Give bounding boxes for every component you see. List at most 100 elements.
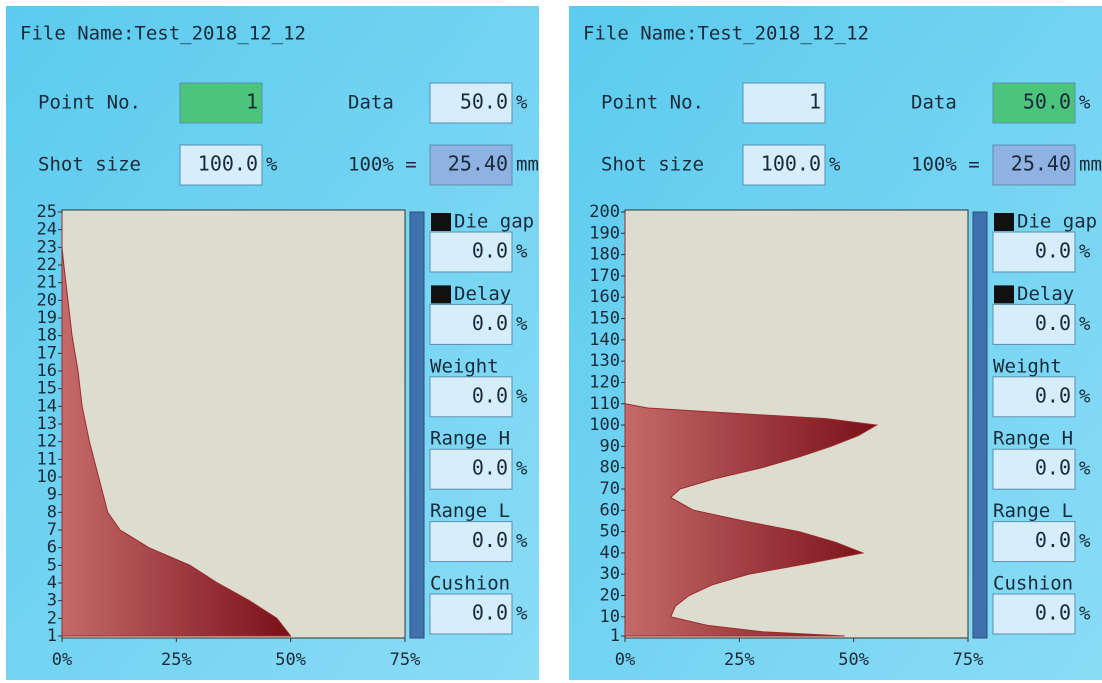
side-unit: % xyxy=(1079,241,1091,263)
y-tick-label: 110 xyxy=(589,394,620,414)
x-tick-label: 50% xyxy=(838,650,869,670)
y-tick-label: 14 xyxy=(37,396,57,416)
y-tick-label: 15 xyxy=(37,379,57,399)
field-label: Shot size xyxy=(38,154,141,176)
y-tick-label: 10 xyxy=(600,607,620,627)
y-tick-label: 190 xyxy=(589,223,620,243)
y-tick-label: 7 xyxy=(47,520,57,540)
y-tick-label: 180 xyxy=(589,245,620,265)
y-tick-label: 60 xyxy=(600,500,620,520)
side-unit: % xyxy=(516,385,528,407)
y-tick-label: 9 xyxy=(47,485,57,505)
field-value: 25.40 xyxy=(448,152,508,176)
marker-square xyxy=(431,213,451,231)
field-label: 100% = xyxy=(911,154,980,176)
field-label: Shot size xyxy=(601,154,704,176)
y-tick-label: 4 xyxy=(47,573,57,593)
field-box xyxy=(179,82,263,124)
side-unit: % xyxy=(1079,458,1091,480)
field-unit: mm xyxy=(516,154,539,176)
field-label: Point No. xyxy=(38,92,141,114)
y-tick-label: 23 xyxy=(37,237,57,257)
field-box xyxy=(179,144,263,186)
side-box xyxy=(429,521,513,563)
field-unit: % xyxy=(266,154,278,176)
side-box xyxy=(992,376,1076,418)
field-box xyxy=(742,144,826,186)
y-tick-label: 70 xyxy=(600,479,620,499)
side-unit: % xyxy=(516,603,528,625)
side-value: 0.0 xyxy=(1035,311,1071,335)
y-tick-label: 20 xyxy=(600,586,620,606)
x-tick-label: 0% xyxy=(615,650,635,670)
y-tick-label: 2 xyxy=(47,608,57,628)
field-value: 25.40 xyxy=(1011,152,1071,176)
side-value: 0.0 xyxy=(472,311,508,335)
side-value: 0.0 xyxy=(1035,456,1071,480)
y-tick-label: 5 xyxy=(47,555,57,575)
y-tick-label: 13 xyxy=(37,414,57,434)
x-tick-label: 75% xyxy=(953,650,984,670)
side-unit: % xyxy=(1079,603,1091,625)
field-value: 1 xyxy=(246,90,258,114)
side-box xyxy=(992,593,1076,635)
scroll-bar xyxy=(409,211,425,639)
field-unit: % xyxy=(829,154,841,176)
y-tick-label: 20 xyxy=(37,290,57,310)
field-box xyxy=(992,82,1076,124)
y-tick-label: 200 xyxy=(589,202,620,222)
side-label: Delay xyxy=(1017,283,1074,305)
y-tick-label: 19 xyxy=(37,308,57,328)
field-label: Point No. xyxy=(601,92,704,114)
side-label: Die gap xyxy=(1017,211,1097,233)
y-tick-label: 1 xyxy=(610,626,620,646)
file-name: File Name:Test_2018_12_12 xyxy=(20,23,306,45)
y-tick-label: 40 xyxy=(600,543,620,563)
y-tick-label: 6 xyxy=(47,538,57,558)
x-tick-label: 0% xyxy=(52,650,72,670)
marker-square xyxy=(431,285,451,304)
panel: File Name:Test_2018_12_12 Point No. 1 Data 5… xyxy=(6,6,539,680)
side-value: 0.0 xyxy=(1035,239,1071,263)
y-tick-label: 100 xyxy=(589,415,620,435)
side-box xyxy=(429,448,513,490)
side-value: 0.0 xyxy=(472,383,508,407)
side-label: Die gap xyxy=(454,211,534,233)
side-label: Range L xyxy=(993,500,1073,522)
side-box xyxy=(429,231,513,273)
field-unit: % xyxy=(1079,92,1091,114)
side-unit: % xyxy=(1079,313,1091,335)
field-label: 100% = xyxy=(348,154,417,176)
y-tick-label: 80 xyxy=(600,458,620,478)
side-unit: % xyxy=(516,313,528,335)
y-tick-label: 30 xyxy=(600,564,620,584)
field-box xyxy=(742,82,826,124)
side-box xyxy=(429,376,513,418)
side-label: Weight xyxy=(993,355,1062,377)
side-value: 0.0 xyxy=(1035,601,1071,625)
y-tick-label: 160 xyxy=(589,287,620,307)
y-tick-label: 120 xyxy=(589,372,620,392)
x-tick-label: 50% xyxy=(275,650,306,670)
side-label: Range H xyxy=(993,428,1073,450)
y-tick-label: 11 xyxy=(37,449,57,469)
field-box xyxy=(429,144,513,186)
field-value: 100.0 xyxy=(761,152,821,176)
field-unit: % xyxy=(516,92,528,114)
scroll-bar xyxy=(972,211,988,639)
field-label: Data xyxy=(348,92,394,114)
y-tick-label: 150 xyxy=(589,309,620,329)
side-box xyxy=(992,521,1076,563)
side-unit: % xyxy=(516,530,528,552)
side-value: 0.0 xyxy=(472,239,508,263)
side-label: Range H xyxy=(430,428,510,450)
field-unit: mm xyxy=(1079,154,1102,176)
x-tick-label: 25% xyxy=(724,650,755,670)
y-tick-label: 16 xyxy=(37,361,57,381)
y-tick-label: 17 xyxy=(37,343,57,363)
profile-area xyxy=(624,212,879,637)
side-label: Delay xyxy=(454,283,511,305)
side-value: 0.0 xyxy=(1035,383,1071,407)
file-name: File Name:Test_2018_12_12 xyxy=(583,23,869,45)
